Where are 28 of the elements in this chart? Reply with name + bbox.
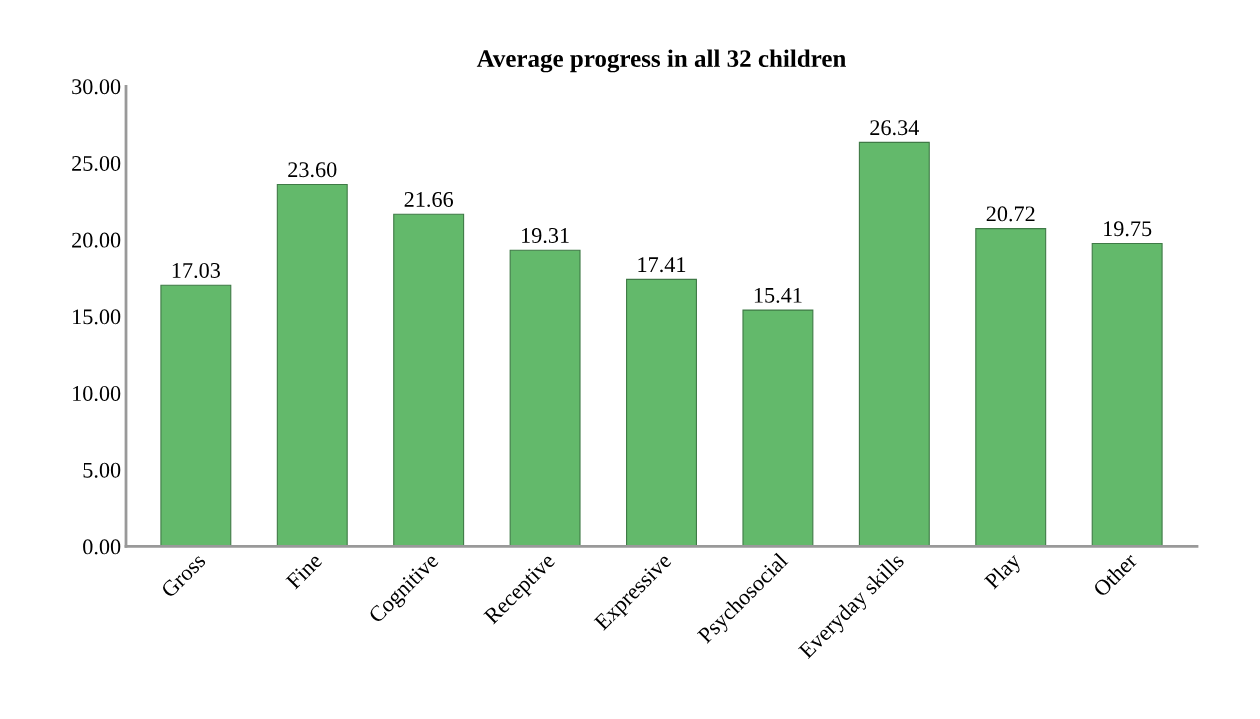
data-label: 15.41 <box>754 287 802 303</box>
x-tick-label: Fine <box>285 552 323 590</box>
bar <box>393 213 465 547</box>
data-label: 17.41 <box>638 257 686 273</box>
data-label: 17.03 <box>172 262 220 279</box>
y-tick-label: 0.00 <box>83 539 121 555</box>
chart-title: Average progress in all 32 children <box>476 49 846 73</box>
bar <box>276 183 348 547</box>
bar <box>626 278 697 547</box>
y-tick-label: 5.00 <box>83 462 121 478</box>
bar <box>509 249 581 547</box>
data-label: 20.72 <box>986 206 1035 222</box>
bar <box>975 228 1047 547</box>
bar <box>160 284 232 547</box>
y-tick-label: 10.00 <box>73 385 121 402</box>
data-label: 19.75 <box>1104 221 1152 237</box>
data-label: 26.34 <box>870 120 919 136</box>
data-label: 23.60 <box>288 162 337 178</box>
x-tick-label: Play <box>983 551 1025 594</box>
y-tick-label: 20.00 <box>72 232 121 248</box>
bar <box>1091 242 1163 547</box>
bar <box>858 141 930 547</box>
y-tick-label: 25.00 <box>72 155 121 171</box>
data-label: 19.31 <box>522 228 569 244</box>
bar <box>742 309 814 547</box>
y-tick-label: 30.00 <box>72 79 121 95</box>
data-label: 21.66 <box>404 191 454 208</box>
y-tick-label: 15.00 <box>73 309 121 325</box>
